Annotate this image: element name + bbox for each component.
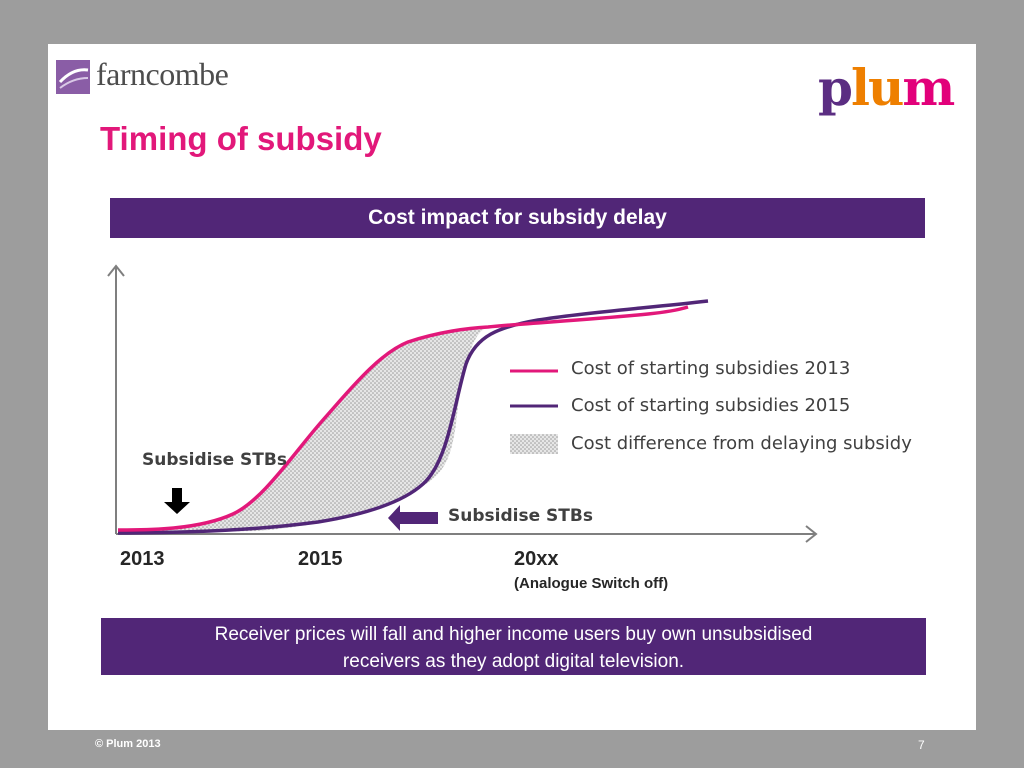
x-label-20xx: 20xx [514, 548, 559, 570]
plum-letter-m: m [902, 58, 955, 117]
plum-letter-p: p [818, 58, 853, 117]
slide: farncombe plum Timing of subsidy Cost im… [48, 44, 976, 730]
plum-letter-l: l [850, 58, 870, 117]
cost-diagram [107, 264, 818, 543]
x-axis-arrow-icon [805, 525, 818, 543]
curve-2013 [117, 305, 689, 532]
note-box: Receiver prices will fall and higher inc… [101, 618, 926, 675]
x-label-2013: 2013 [120, 548, 165, 570]
left-arrow-icon [388, 505, 438, 531]
farncombe-mark-icon [56, 60, 90, 94]
footer-page-number: 7 [918, 738, 925, 752]
plum-logo: plum [818, 58, 955, 117]
legend-label-difference: Cost difference from delaying subsidy [571, 433, 912, 454]
down-arrow-icon [164, 488, 190, 514]
plum-letter-u: u [867, 58, 904, 117]
note-line-2: receivers as they adopt digital televisi… [342, 651, 685, 672]
x-label-2015: 2015 [298, 548, 343, 570]
legend-label-2015: Cost of starting subsidies 2015 [571, 395, 851, 416]
footer-copyright: © Plum 2013 [95, 738, 161, 750]
x-label-note: (Analogue Switch off) [514, 575, 669, 592]
legend-label-2013: Cost of starting subsidies 2013 [571, 358, 851, 379]
note-line-1: Receiver prices will fall and higher inc… [214, 624, 813, 645]
y-axis-arrow-icon [107, 264, 125, 277]
annotation-subsidise-2015: Subsidise STBs [448, 506, 593, 526]
legend-swatch-difference [510, 434, 558, 454]
cost-difference-area [118, 327, 488, 532]
farncombe-wordmark: farncombe [96, 56, 229, 92]
curve-2015 [117, 299, 709, 535]
chart-banner: Cost impact for subsidy delay [110, 198, 925, 238]
slide-title: Timing of subsidy [100, 120, 382, 157]
annotation-subsidise-2013: Subsidise STBs [142, 450, 287, 470]
